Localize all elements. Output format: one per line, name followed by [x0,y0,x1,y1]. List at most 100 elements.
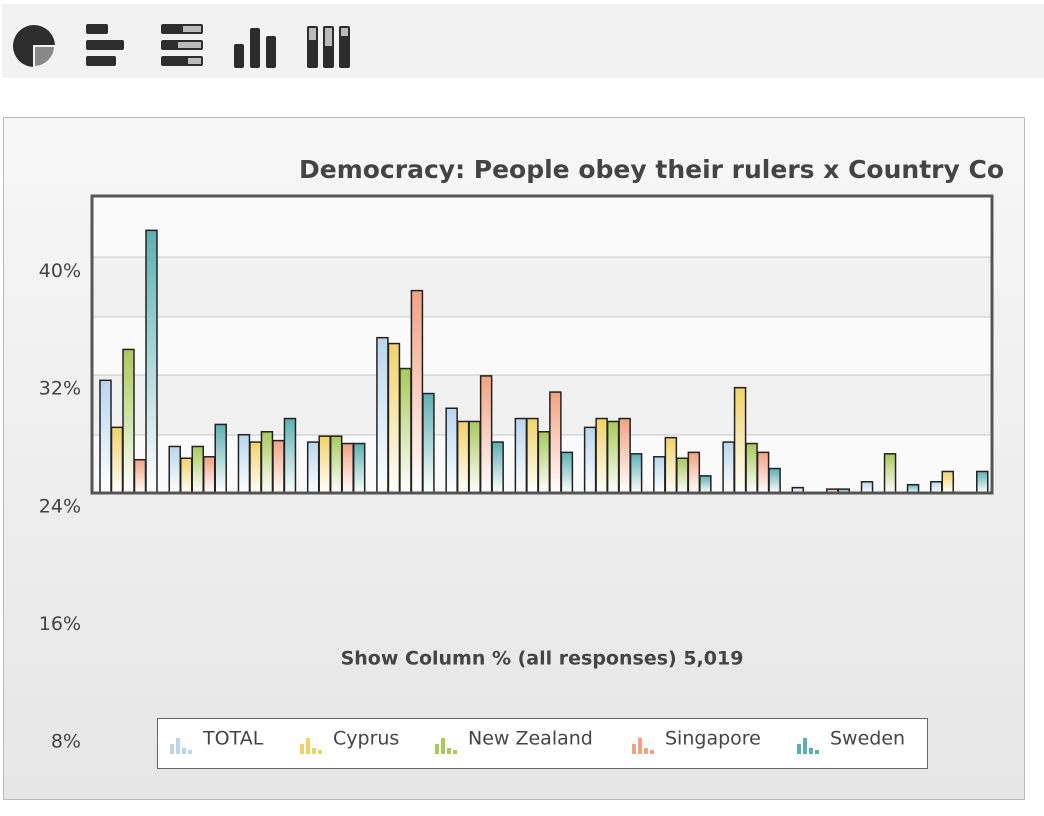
bar [445,407,458,494]
legend-icon [170,738,192,754]
bar [387,342,401,494]
legend-icon-bar [312,748,316,754]
legend-icon-bar [170,744,174,754]
bar [272,439,285,494]
bar [352,442,366,494]
legend-icon-bar [632,744,636,754]
legend-label: Singapore [665,728,761,750]
bar [606,420,620,494]
bar [318,435,331,494]
legend-icon-bar [182,748,186,754]
bar [526,417,539,494]
x-axis-label: Show Column % (all responses) 5,019 [341,648,744,670]
bar [664,436,678,494]
bar [549,391,562,494]
legend-label: Sweden [830,728,905,750]
bar [930,481,943,494]
bar [260,431,274,494]
legend-icon-bar [803,738,807,754]
legend: TOTAL Cyprus New Zealand Singapore Sweden [157,718,928,769]
legend-icon [435,738,457,754]
bar [191,445,204,494]
y-tick-label: 8% [51,731,81,753]
y-tick-label: 40% [39,260,81,282]
bar [283,417,297,494]
pie-button[interactable] [13,25,57,69]
bar [733,386,747,494]
legend-icon-bar [797,744,801,754]
bar [768,467,781,494]
bar [202,456,216,494]
stacked-column-button[interactable] [307,26,350,68]
bar [179,457,193,494]
bar [237,433,251,494]
bar [941,470,955,494]
bar [745,442,758,494]
bar [629,453,643,494]
bar [249,441,262,494]
bar [214,423,227,494]
bar [883,453,897,494]
y-tick-label: 16% [39,613,81,635]
y-tick-label: 32% [39,378,81,400]
legend-icon-bar [176,738,180,754]
bar [722,441,735,494]
bar [595,417,608,494]
legend-icon-bar [306,738,310,754]
bar [583,426,597,494]
legend-icon-bar [441,738,445,754]
bar [468,420,481,494]
bar [422,392,435,494]
plot-band [92,257,992,317]
bar [145,229,158,494]
legend-icon-bar [435,744,439,754]
bar [329,435,343,494]
bar [514,417,528,494]
bar [491,441,504,494]
bar [756,451,770,494]
legend-icon-bar [188,750,192,754]
legend-icon-bar [318,750,322,754]
bar [410,289,424,494]
bar [860,481,874,494]
bar [110,426,124,494]
column-button[interactable] [234,28,276,68]
legend-label: Cyprus [333,728,399,750]
bar [168,445,181,494]
bars [99,229,989,494]
bar [133,458,147,494]
toolbar [2,4,1044,78]
plot-band [92,375,992,435]
bar [976,470,989,494]
legend-icon-bar [650,750,654,754]
legend-box [157,718,928,769]
bar [306,441,320,494]
y-tick-label: 24% [39,495,81,517]
bar [122,348,135,494]
legend-icon-bar [447,748,451,754]
bar-button[interactable] [86,24,124,66]
legend-icon-bar [638,738,642,754]
bar [687,451,701,494]
legend-label: New Zealand [468,728,593,750]
bar [537,431,551,494]
bar [456,420,470,494]
legend-icon [632,738,654,754]
chart-title: Democracy: People obey their rulers x Co… [299,155,1004,184]
plot-frame [90,194,994,495]
legend-icon [300,738,322,754]
bar [399,367,412,494]
legend-icon [797,738,819,754]
bar [699,475,712,494]
legend-icon-bar [809,748,813,754]
bar [618,417,631,494]
bar [653,456,666,494]
bar [376,336,389,494]
bar [99,379,112,494]
stacked-bar-button[interactable] [161,24,203,66]
bar [676,457,689,494]
legend-icon-bar [815,750,819,754]
bar [560,451,574,494]
